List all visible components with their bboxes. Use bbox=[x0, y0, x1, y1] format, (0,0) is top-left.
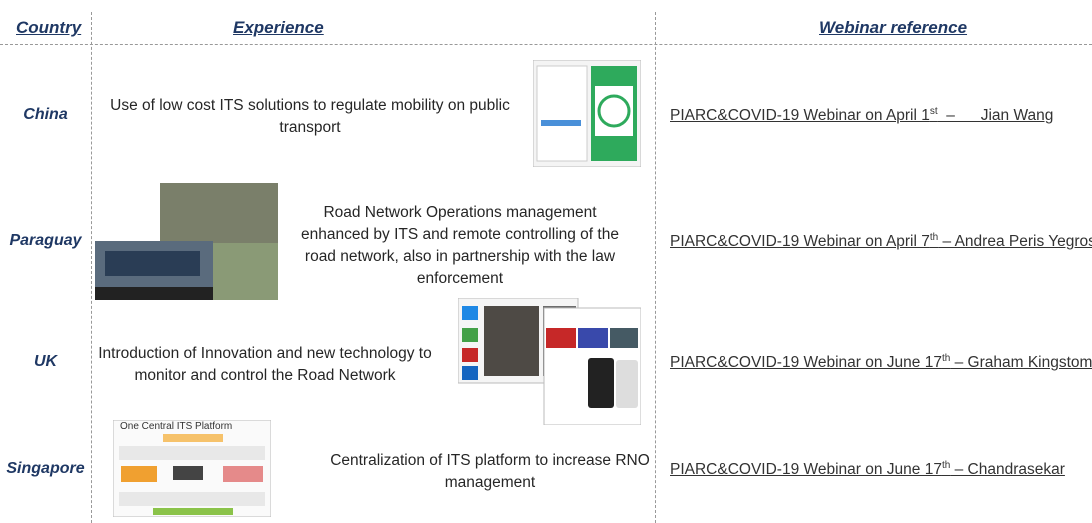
app-screenshot bbox=[533, 60, 641, 167]
country: Singapore bbox=[6, 460, 85, 477]
header-divider bbox=[0, 44, 1092, 45]
text-part: st bbox=[929, 106, 938, 117]
photo-collage bbox=[95, 183, 278, 300]
text-part: th bbox=[941, 353, 951, 364]
text-part: – Jian Wang bbox=[937, 107, 1054, 125]
webinar-reference: PIARC&COVID-19 Webinar on June 17th – Gr… bbox=[670, 353, 1092, 372]
column-divider bbox=[655, 12, 656, 523]
text-part: – Chandrasekar bbox=[950, 461, 1065, 479]
country: China bbox=[23, 106, 68, 123]
webinar-reference: PIARC&COVID-19 Webinar on April 7th – An… bbox=[670, 232, 1092, 251]
experience: Road Network Operations management enhan… bbox=[301, 204, 619, 287]
text-part: – Andrea Peris Yegros bbox=[938, 233, 1092, 251]
column-header: Webinar reference bbox=[819, 18, 968, 37]
text-part: PIARC&COVID-19 Webinar on June 17 bbox=[670, 354, 942, 372]
text-part: PIARC&COVID-19 Webinar on April 1 bbox=[670, 107, 930, 125]
app-screenshot bbox=[458, 298, 641, 425]
text-part: PIARC&COVID-19 Webinar on June 17 bbox=[670, 461, 942, 479]
image-caption: One Central ITS Platform bbox=[120, 421, 233, 432]
experience: Use of low cost ITS solutions to regulat… bbox=[110, 97, 510, 136]
experience: Introduction of Innovation and new techn… bbox=[98, 345, 432, 384]
experience: Centralization of ITS platform to increa… bbox=[330, 452, 650, 491]
webinar-reference: PIARC&COVID-19 Webinar on April 1st – Ji… bbox=[670, 106, 1053, 125]
column-header: Country bbox=[16, 18, 82, 37]
text-part: – Graham Kingstom bbox=[950, 354, 1092, 372]
column-divider bbox=[91, 12, 92, 523]
text-part: PIARC&COVID-19 Webinar on April 7 bbox=[670, 233, 930, 251]
text-part: th bbox=[941, 460, 951, 471]
country: UK bbox=[33, 353, 58, 370]
webinar-reference: PIARC&COVID-19 Webinar on June 17th – Ch… bbox=[670, 460, 1065, 479]
diagram-image bbox=[113, 420, 271, 517]
column-header: Experience bbox=[233, 18, 324, 37]
text-part: th bbox=[929, 232, 939, 243]
country: Paraguay bbox=[9, 232, 82, 249]
